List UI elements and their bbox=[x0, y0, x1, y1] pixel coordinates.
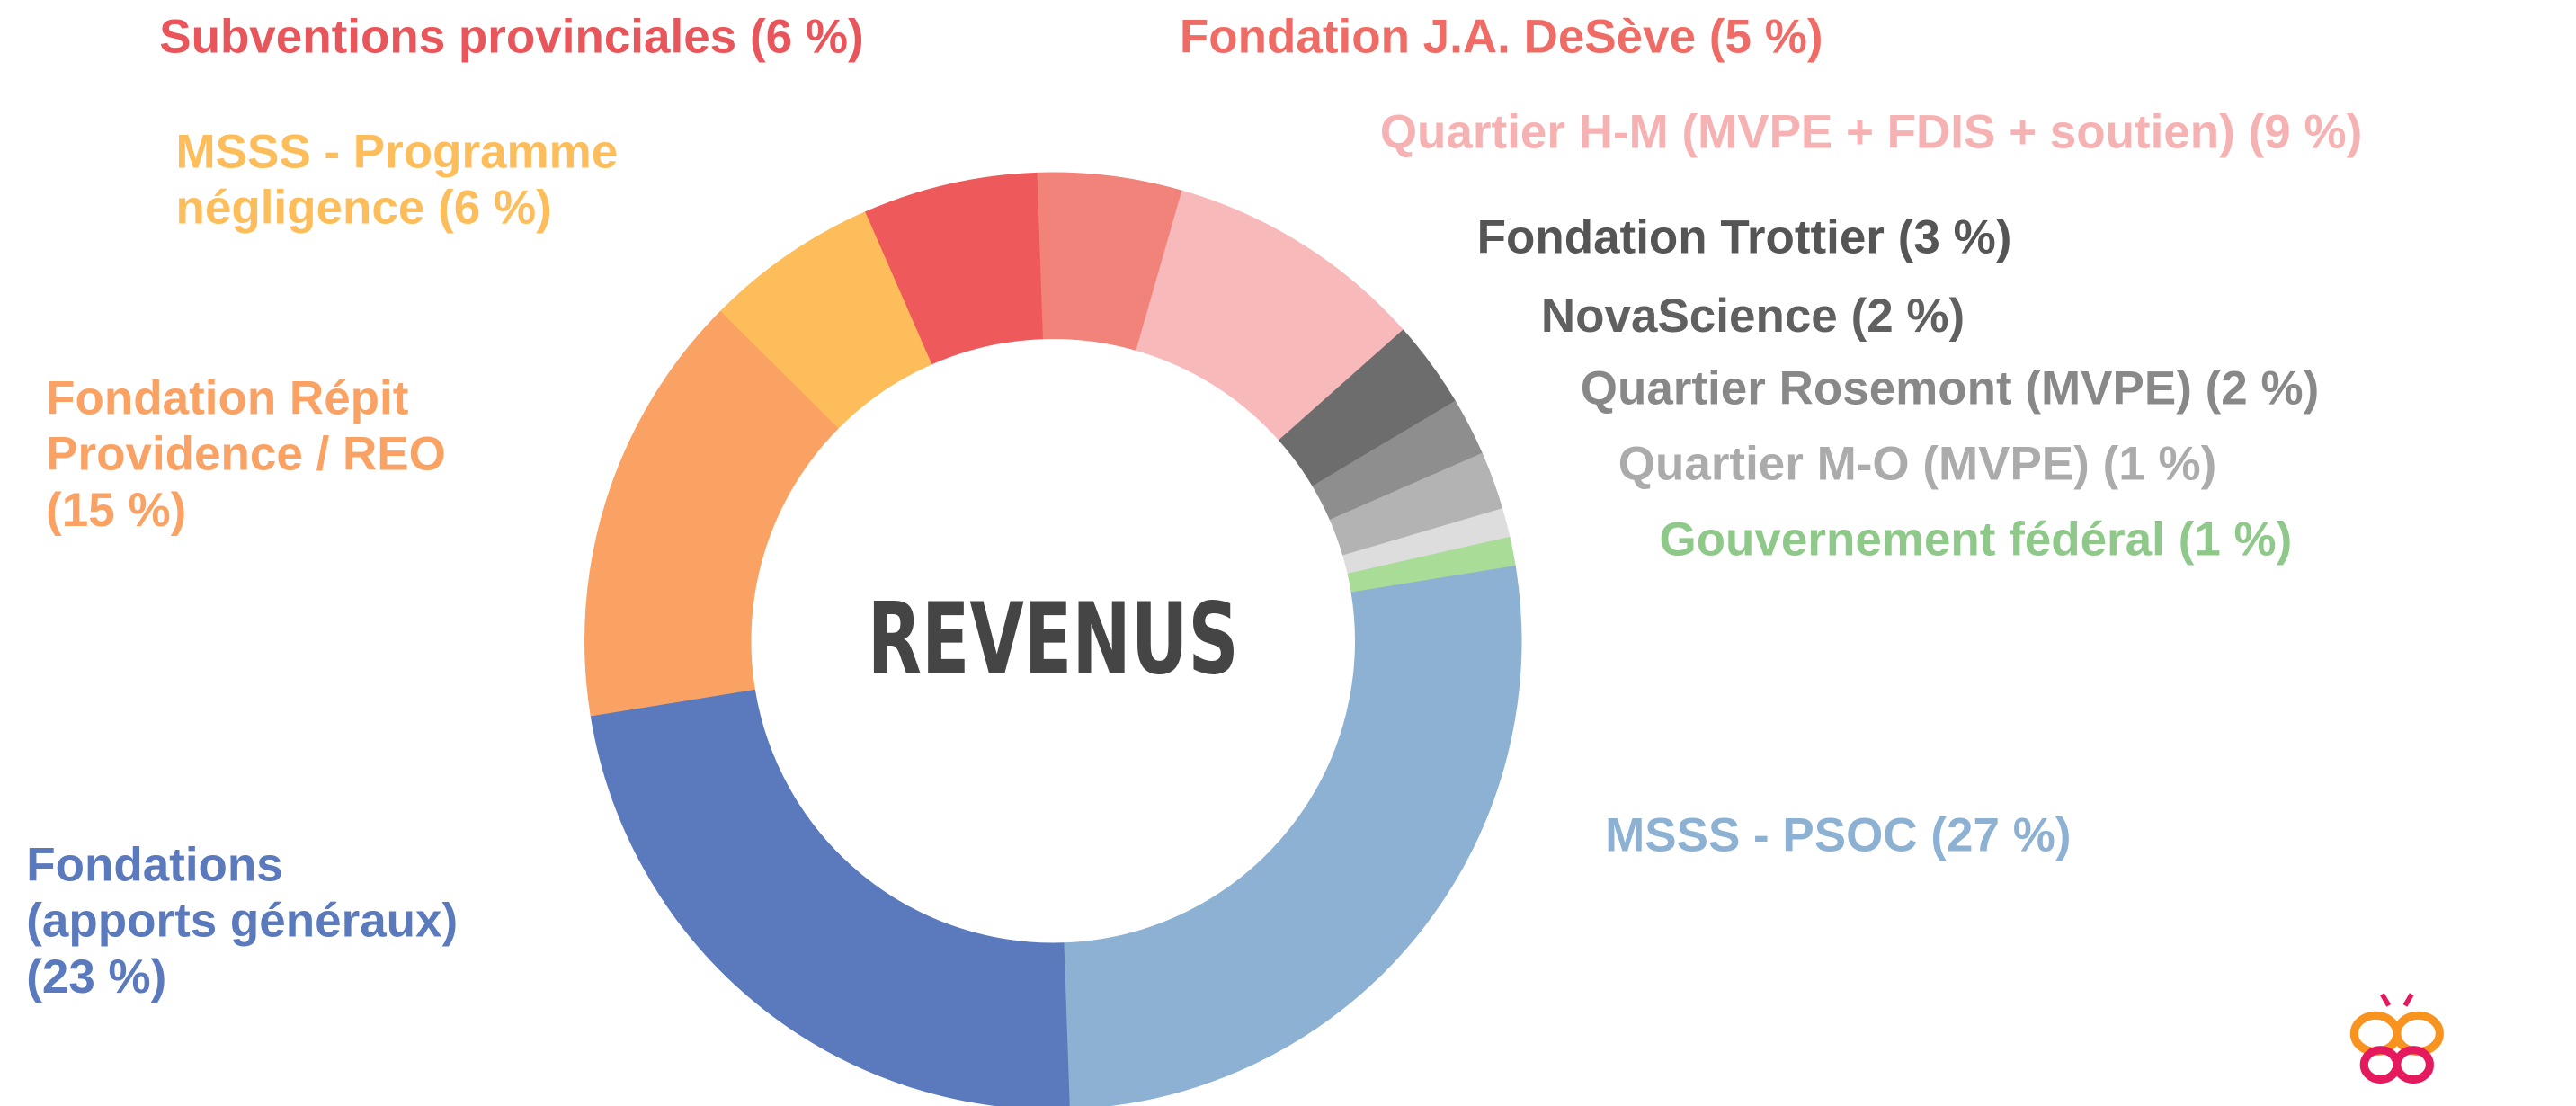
value-label: (6 %) bbox=[438, 182, 552, 236]
category-label: Gouvernement fédéral bbox=[1659, 514, 2165, 567]
label-text: MSSS - PSOC (27 %) bbox=[1605, 808, 2576, 864]
category-label: Quartier M-O (MVPE) bbox=[1618, 439, 2090, 492]
slice bbox=[584, 310, 840, 717]
label-text: Fondation Trottier (3 %) bbox=[1477, 210, 2576, 266]
label: MSSS - Programme négligence (6 %) bbox=[176, 125, 1425, 236]
label: Quartier M-O (MVPE) (1 %) bbox=[1618, 437, 2576, 493]
label-text: MSSS - Programme négligence (6 %) bbox=[176, 125, 1425, 236]
slice bbox=[865, 172, 1043, 365]
label: Fondation Répit Providence / REO(15 %) bbox=[46, 371, 1295, 539]
label-text: Quartier H-M (MVPE + FDIS + soutien) (9 %… bbox=[1380, 105, 2576, 161]
label-text: Fondation J.A. DeSève (5 %) bbox=[1180, 10, 2429, 66]
label-text: NovaScience (2 %) bbox=[1541, 290, 2576, 345]
label: Gouvernement fédéral (1 %) bbox=[1659, 513, 2576, 568]
category-label: Fondation J.A. DeSève bbox=[1179, 11, 1697, 65]
value-label: (23 %) bbox=[26, 951, 167, 1004]
label-text: Subventions provinciales (6 %) bbox=[159, 10, 1408, 66]
label: Subventions provinciales (6 %) bbox=[159, 10, 1408, 66]
logo-antenna bbox=[2402, 993, 2414, 1007]
value-label: (3 %) bbox=[1897, 211, 2012, 265]
value-label: (5 %) bbox=[1708, 11, 1823, 65]
value-label: (9 %) bbox=[2248, 106, 2363, 160]
label-text: Fondation Répit Providence / REO (15 %) bbox=[46, 371, 1295, 539]
logo-antenna bbox=[2380, 993, 2392, 1007]
logo-wing bbox=[2393, 1011, 2444, 1057]
label: Fondation J.A. DeSève (5 %) bbox=[1180, 10, 2429, 66]
value-label: (1 %) bbox=[2178, 514, 2293, 567]
category-label: Fondations (apports généraux) bbox=[26, 839, 459, 949]
category-label: Fondation Répit Providence / REO bbox=[46, 372, 446, 482]
label-text: Fondations (apports généraux) (23 %) bbox=[26, 838, 1275, 1005]
category-label: MSSS - PSOC bbox=[1605, 809, 1918, 863]
logo-wing bbox=[2393, 1046, 2434, 1084]
category-label: Fondation Trottier bbox=[1476, 211, 1885, 265]
category-label: Subventions provinciales bbox=[159, 11, 737, 65]
label-text: Gouvernement fédéral (1 %) bbox=[1659, 513, 2576, 568]
category-label: MSSS - Programme négligence bbox=[175, 126, 619, 236]
label: Fondations (apports généraux)(23 %) bbox=[26, 838, 1275, 1005]
logo bbox=[2349, 993, 2444, 1084]
value-label: (1 %) bbox=[2102, 439, 2217, 492]
slice bbox=[590, 688, 1070, 1106]
label: Fondation Trottier (3 %) bbox=[1477, 210, 2576, 266]
category-label: NovaScience bbox=[1540, 290, 1838, 344]
label: NovaScience (2 %) bbox=[1541, 290, 2576, 345]
label-text: Quartier M-O (MVPE) (1 %) bbox=[1618, 437, 2576, 493]
value-label: (15 %) bbox=[46, 485, 187, 538]
value-label: (2 %) bbox=[1850, 290, 1965, 344]
center-label: REVENUS bbox=[868, 582, 1239, 697]
label: Quartier H-M (MVPE + FDIS + soutien) (9 %… bbox=[1380, 105, 2576, 161]
logo-wing bbox=[2349, 1011, 2402, 1057]
slice bbox=[1063, 565, 1522, 1106]
value-label: (6 %) bbox=[749, 11, 864, 65]
category-label: Quartier H-M (MVPE + FDIS + soutien) bbox=[1379, 106, 2235, 160]
labels: Fondation J.A. DeSève (5 %) Quartier H-M (… bbox=[26, 10, 2576, 1005]
category-label: Quartier Rosemont (MVPE) bbox=[1580, 362, 2192, 416]
label: MSSS - PSOC (27 %) bbox=[1605, 808, 2576, 864]
label: Quartier Rosemont (MVPE) (2 %) bbox=[1581, 361, 2576, 417]
donut bbox=[584, 172, 1522, 1106]
value-label: (2 %) bbox=[2205, 362, 2320, 416]
label-text: Quartier Rosemont (MVPE) (2 %) bbox=[1581, 361, 2576, 417]
value-label: (27 %) bbox=[1930, 809, 2072, 863]
